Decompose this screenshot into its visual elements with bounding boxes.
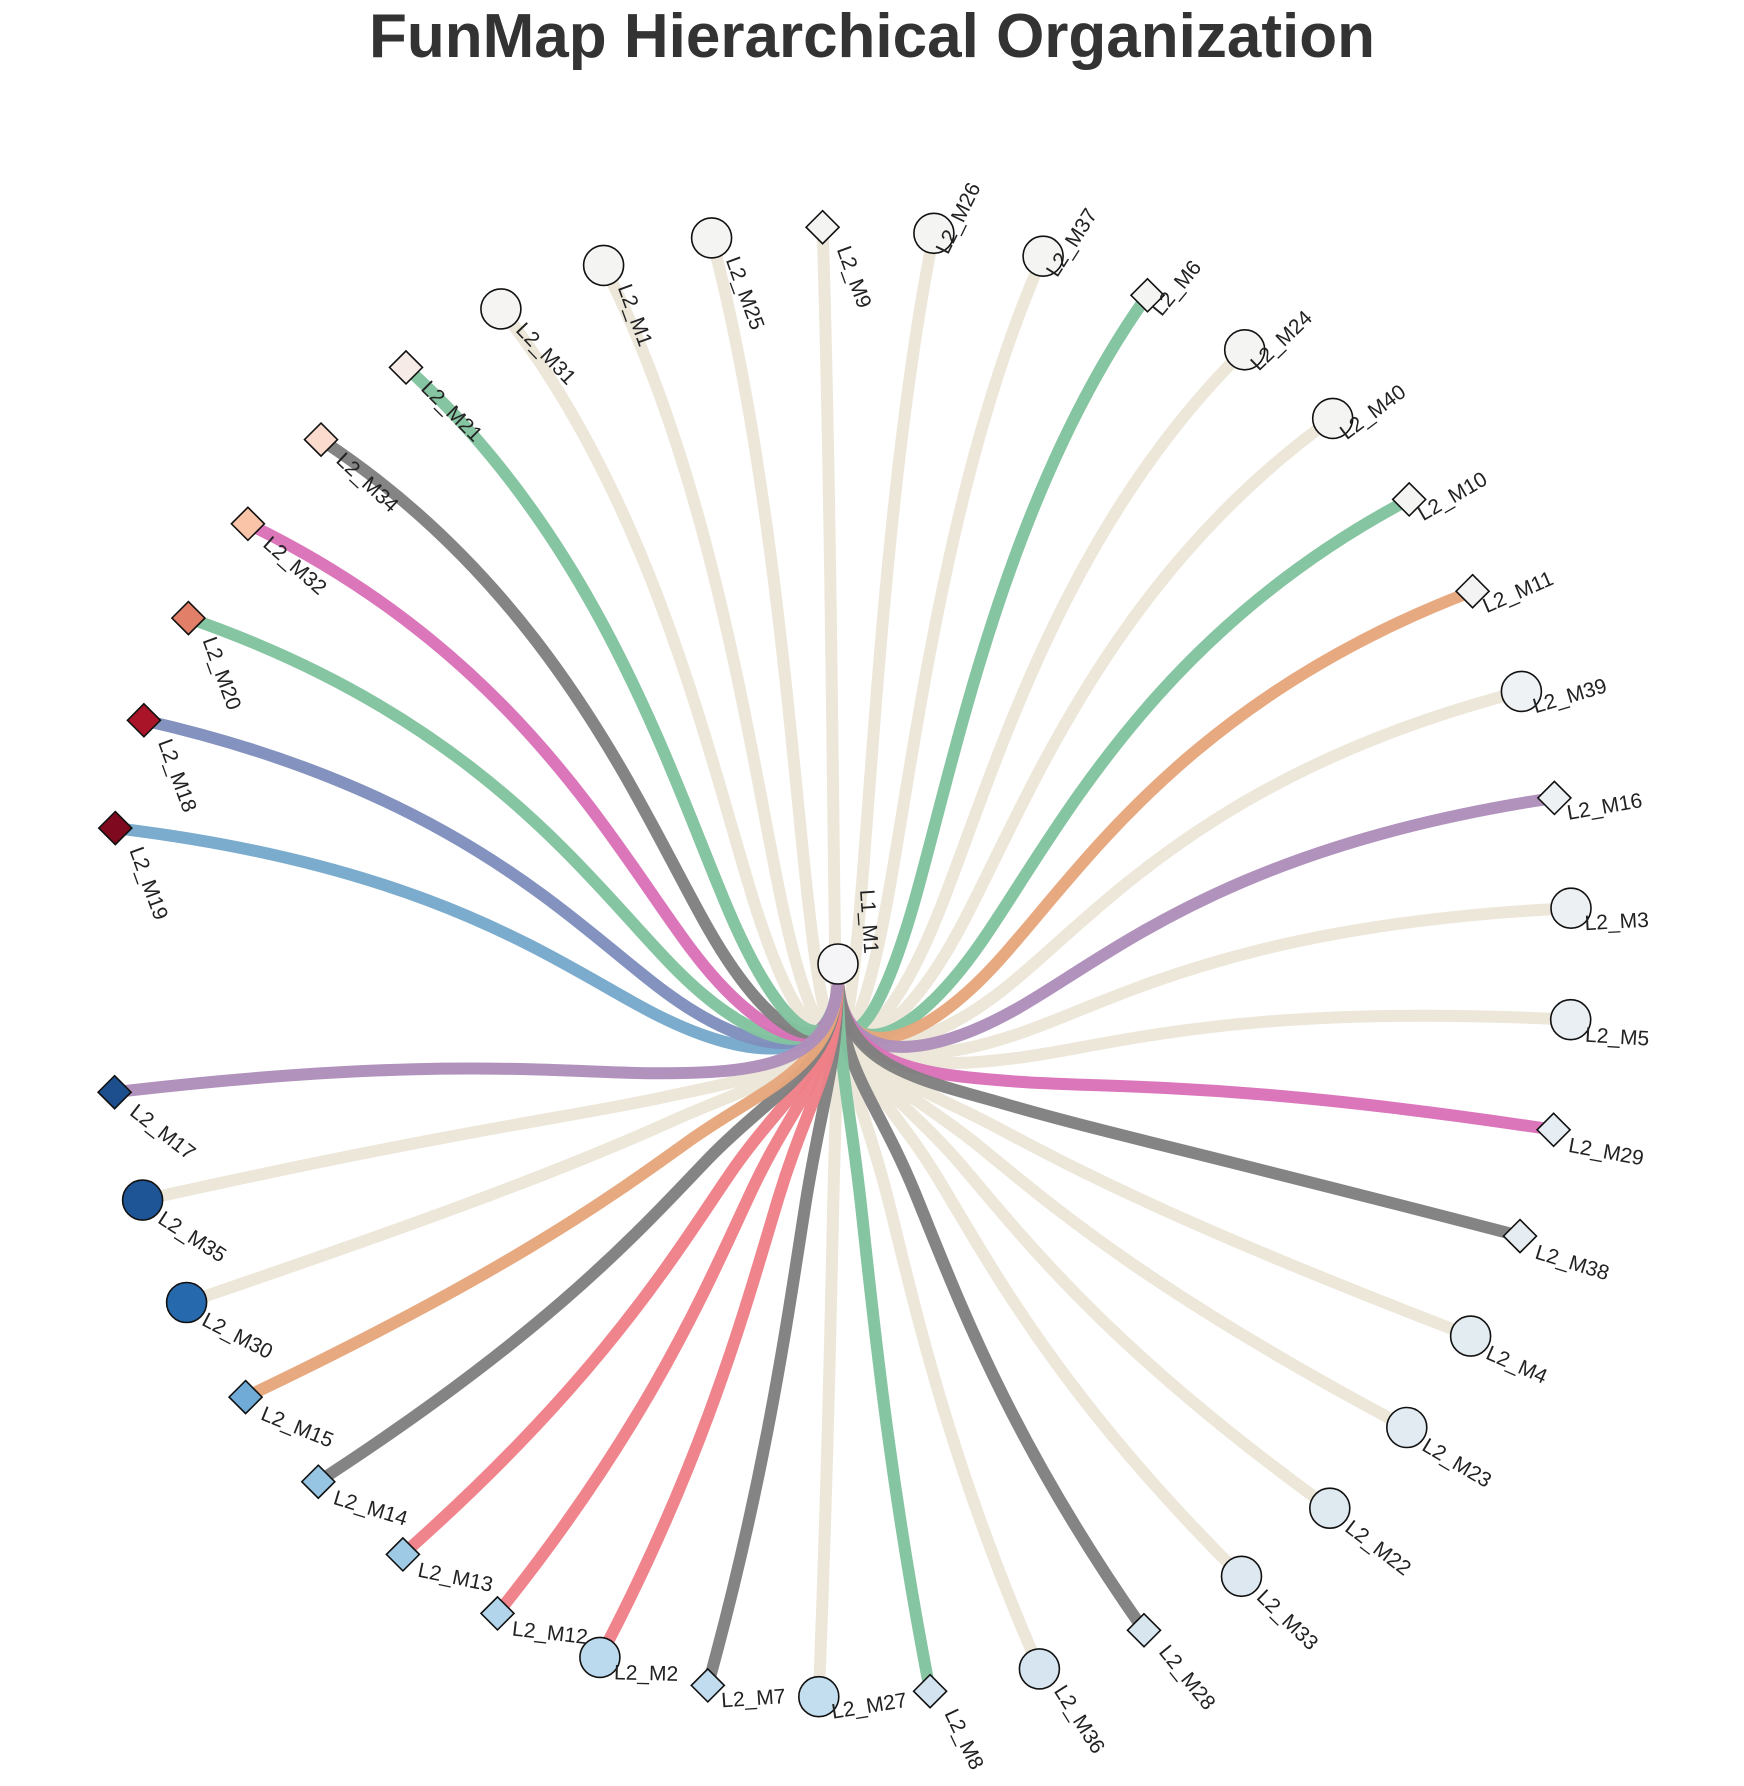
label-l2-m4: L2_M4: [1483, 1342, 1551, 1389]
label-l2-m39: L2_M39: [1530, 674, 1609, 718]
edge-l2-m28: [832, 973, 1149, 1634]
node-l2-m25[interactable]: [690, 217, 733, 259]
label-l2-m10: L2_M10: [1414, 468, 1491, 526]
label-l2-m2: L2_M2: [614, 1661, 679, 1685]
label-l2-m3: L2_M3: [1584, 909, 1649, 935]
root-node-l1-m1[interactable]: [817, 943, 859, 985]
node-l2-m11[interactable]: [1454, 573, 1491, 609]
node-l2-m3[interactable]: [1550, 887, 1592, 930]
label-l2-m29: L2_M29: [1567, 1134, 1646, 1170]
label-l2-m30: L2_M30: [198, 1309, 276, 1364]
node-l2-m30[interactable]: [165, 1281, 208, 1324]
label-l2-m18: L2_M18: [153, 736, 201, 815]
label-l2-m33: L2_M33: [1252, 1585, 1322, 1654]
node-l2-m9[interactable]: [804, 209, 841, 245]
node-l2-m18[interactable]: [126, 702, 162, 738]
node-l2-m16[interactable]: [1536, 780, 1573, 816]
edge-l2-m21: [401, 362, 844, 1037]
node-l2-m10[interactable]: [1391, 481, 1427, 518]
node-l2-m38[interactable]: [1502, 1218, 1538, 1254]
label-l2-m20: L2_M20: [198, 634, 246, 713]
label-l2-m27: L2_M27: [830, 1689, 909, 1724]
edge-l2-m38: [832, 973, 1522, 1242]
edge-l2-m8: [832, 973, 936, 1693]
node-l2-m34[interactable]: [303, 421, 339, 458]
edge-l2-m9: [816, 227, 844, 1034]
node-l2-m28[interactable]: [1126, 1612, 1162, 1648]
label-l2-m1: L2_M1: [613, 281, 657, 349]
label-l2-m36: L2_M36: [1049, 1681, 1109, 1757]
node-l2-m15[interactable]: [227, 1379, 264, 1415]
edge-l2-m1: [598, 262, 844, 1035]
node-l2-m32[interactable]: [230, 506, 266, 542]
node-l2-m14[interactable]: [300, 1464, 336, 1500]
node-l2-m2[interactable]: [579, 1636, 621, 1679]
edge-l2-m17: [113, 973, 844, 1099]
node-l2-m17[interactable]: [96, 1074, 133, 1110]
label-l2-m28: L2_M28: [1154, 1641, 1220, 1714]
label-l2-m13: L2_M13: [416, 1559, 495, 1597]
label-l2-m15: L2_M15: [258, 1402, 337, 1452]
label-l2-m14: L2_M14: [331, 1486, 411, 1530]
label-l2-m22: L2_M22: [1341, 1516, 1415, 1580]
node-l2-m29[interactable]: [1535, 1112, 1572, 1148]
node-l2-m8[interactable]: [912, 1673, 948, 1709]
label-l2-m21: L2_M21: [416, 377, 486, 447]
label-l2-m38: L2_M38: [1533, 1241, 1612, 1285]
label-l2-m7: L2_M7: [721, 1685, 787, 1712]
node-l2-m7[interactable]: [690, 1667, 726, 1704]
label-l2-m16: L2_M16: [1565, 789, 1644, 825]
edge-l2-m16: [832, 791, 1556, 1053]
node-l2-m31[interactable]: [480, 288, 522, 330]
node-l2-m36[interactable]: [1018, 1648, 1061, 1690]
node-l2-m19[interactable]: [97, 810, 133, 846]
edges-group: [113, 227, 1572, 1697]
label-root-l1-m1: L1_M1: [855, 889, 882, 955]
root-node-group: L1_M1: [817, 889, 882, 985]
edge-l2-m15: [243, 973, 844, 1403]
node-l2-m39[interactable]: [1500, 670, 1543, 713]
node-l2-m12[interactable]: [479, 1595, 516, 1632]
node-l2-m40[interactable]: [1311, 397, 1354, 440]
nodes-group: [96, 209, 1592, 1718]
node-l2-m33[interactable]: [1220, 1555, 1263, 1598]
node-l2-m5[interactable]: [1549, 998, 1592, 1041]
label-l2-m17: L2_M17: [126, 1100, 200, 1165]
label-l2-m12: L2_M12: [511, 1618, 589, 1650]
label-l2-m19: L2_M19: [125, 844, 173, 923]
node-l2-m21[interactable]: [388, 349, 424, 386]
node-l2-m26[interactable]: [913, 212, 955, 255]
node-l2-m27[interactable]: [797, 1675, 840, 1718]
label-l2-m23: L2_M23: [1418, 1434, 1495, 1493]
chart-title: FunMap Hierarchical Organization: [369, 2, 1375, 71]
node-l2-m22[interactable]: [1309, 1487, 1351, 1529]
node-l2-m37[interactable]: [1022, 235, 1064, 278]
node-l2-m23[interactable]: [1386, 1406, 1428, 1449]
node-l2-m20[interactable]: [170, 600, 207, 636]
label-l2-m8: L2_M8: [940, 1705, 988, 1773]
node-l2-m13[interactable]: [385, 1536, 421, 1573]
node-l2-m24[interactable]: [1223, 328, 1266, 371]
node-l2-m4[interactable]: [1449, 1315, 1492, 1357]
edge-l2-m34: [317, 434, 844, 1039]
label-l2-m35: L2_M35: [154, 1207, 230, 1267]
node-l2-m1[interactable]: [582, 244, 625, 287]
node-l2-m35[interactable]: [121, 1179, 164, 1221]
label-l2-m34: L2_M34: [332, 448, 403, 517]
label-l2-m9: L2_M9: [832, 243, 876, 311]
node-l2-m6[interactable]: [1129, 277, 1166, 313]
label-l2-m11: L2_M11: [1479, 567, 1556, 618]
label-l2-m5: L2_M5: [1584, 1024, 1650, 1051]
